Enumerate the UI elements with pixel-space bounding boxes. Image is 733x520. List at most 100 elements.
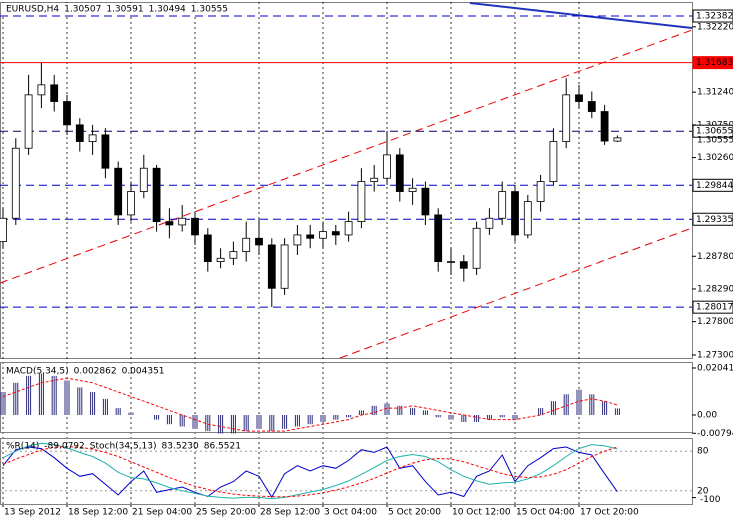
x-tick-label: 25 Sep 20:00	[196, 508, 256, 518]
y-tick-label: 1.27800	[697, 317, 733, 327]
bid-label: 1.30555	[697, 135, 733, 145]
candle-body	[613, 137, 622, 142]
candle-body	[216, 257, 225, 263]
x-tick-label: 5 Oct 20:00	[388, 508, 441, 518]
y-tick-label: -0.00794	[697, 429, 733, 439]
y-tick-label: 1.30260	[697, 153, 733, 163]
candle-body	[191, 217, 199, 236]
x-tick-label: 3 Oct 04:00	[324, 508, 377, 518]
level-label: 1.28017	[696, 303, 733, 313]
indicator-readout: 86.5521	[204, 442, 241, 452]
level-label-box	[692, 124, 733, 138]
y-tick-label: 1.32220	[697, 22, 733, 32]
header-bg	[2, 3, 212, 15]
candle-body	[421, 187, 430, 216]
candle-body	[383, 154, 391, 179]
candle-body	[344, 221, 353, 236]
candle-body	[587, 101, 596, 112]
x-tick-label: 17 Oct 20:00	[580, 508, 639, 518]
panel-frame	[0, 438, 693, 505]
indicator-readout: 1.30507	[64, 5, 101, 15]
x-tick-label: 18 Sep 12:00	[68, 508, 128, 518]
indicator-readout: 1.30494	[149, 5, 186, 15]
candle-body	[152, 167, 161, 222]
candle-body	[63, 101, 71, 126]
indicator-readout: -89.0792	[44, 442, 84, 452]
y-tick-label: 1.28780	[697, 252, 733, 262]
indicator-readout: 0.004351	[122, 367, 165, 377]
trend-line	[0, 29, 693, 284]
candle-body	[101, 134, 110, 169]
y-tick-label: 1.31240	[697, 88, 733, 98]
panel-frame	[0, 2, 693, 359]
indicator-readout: %R(14)	[6, 442, 39, 452]
trend-line	[339, 227, 693, 359]
x-tick-label: 28 Sep 12:00	[260, 508, 320, 518]
indicator-readout: EURUSD,H4	[6, 5, 59, 15]
candle-body	[472, 227, 481, 269]
candle-body	[178, 217, 187, 226]
indicator-readout: 0.002862	[74, 367, 117, 377]
candle-body	[242, 237, 251, 253]
indicator-readout: MACD(5,34,5)	[6, 367, 69, 377]
candle-body	[562, 94, 571, 142]
indicator-line	[2, 442, 618, 500]
indicator-readout: 1.30591	[106, 5, 143, 15]
candle-body	[229, 251, 238, 259]
level-label-box	[692, 56, 733, 70]
candle-body	[11, 147, 20, 219]
x-tick-label: 21 Sep 04:00	[132, 508, 192, 518]
y-tick-label: 0.00	[697, 411, 717, 421]
candle-body	[459, 261, 468, 269]
candle-body	[165, 221, 174, 226]
candle-body	[498, 191, 507, 219]
indicator-readout: 1.30555	[191, 5, 228, 15]
candle-body	[88, 134, 97, 142]
candle-body	[549, 141, 558, 182]
candle-body	[447, 261, 455, 264]
x-tick-label: 13 Sep 2012	[4, 508, 61, 518]
candle-body	[395, 154, 404, 192]
x-tick-label: 10 Oct 12:00	[452, 508, 511, 518]
candle-body	[255, 237, 263, 246]
candle-body	[50, 84, 59, 102]
candle-body	[37, 84, 46, 96]
level-label: 1.30655	[696, 127, 733, 137]
candle-body	[331, 231, 340, 236]
candle-body	[24, 94, 33, 149]
level-label: 1.29844	[696, 181, 733, 191]
y2-tick-label: -100	[700, 495, 721, 505]
y-tick-label: 20	[697, 486, 709, 496]
trend-line	[469, 2, 693, 30]
candle-body	[203, 234, 212, 263]
y-tick-label: 1.28290	[697, 284, 733, 294]
level-label: 1.29335	[696, 215, 733, 225]
indicator-readout: 83.5230	[162, 442, 199, 452]
candle-body	[575, 94, 583, 102]
candle-body	[434, 214, 443, 263]
candle-body	[139, 167, 148, 192]
indicator-readout: Stoch(34,5,13)	[90, 442, 157, 452]
y-tick-label: 0.020413	[697, 364, 733, 374]
level-label: 1.31683	[696, 58, 733, 68]
level-label: 1.32382	[696, 12, 733, 22]
candle-body	[0, 217, 7, 243]
y-tick-label: 1.27300	[697, 350, 733, 360]
level-label-box	[692, 212, 733, 226]
candle-body	[536, 181, 545, 202]
candle-body	[357, 181, 366, 222]
candle-body	[485, 217, 494, 229]
indicator-line	[2, 446, 618, 499]
candle-body	[511, 191, 519, 236]
candle-body	[370, 177, 379, 182]
candle-body	[600, 111, 609, 142]
y-tick-label: 80	[697, 447, 709, 457]
candle-body	[523, 201, 532, 236]
candle-body	[319, 231, 327, 239]
level-label-box	[692, 300, 733, 314]
candle-body	[280, 244, 289, 289]
candle-body	[306, 234, 315, 239]
signal-line	[2, 377, 618, 432]
candle-body	[75, 124, 84, 142]
